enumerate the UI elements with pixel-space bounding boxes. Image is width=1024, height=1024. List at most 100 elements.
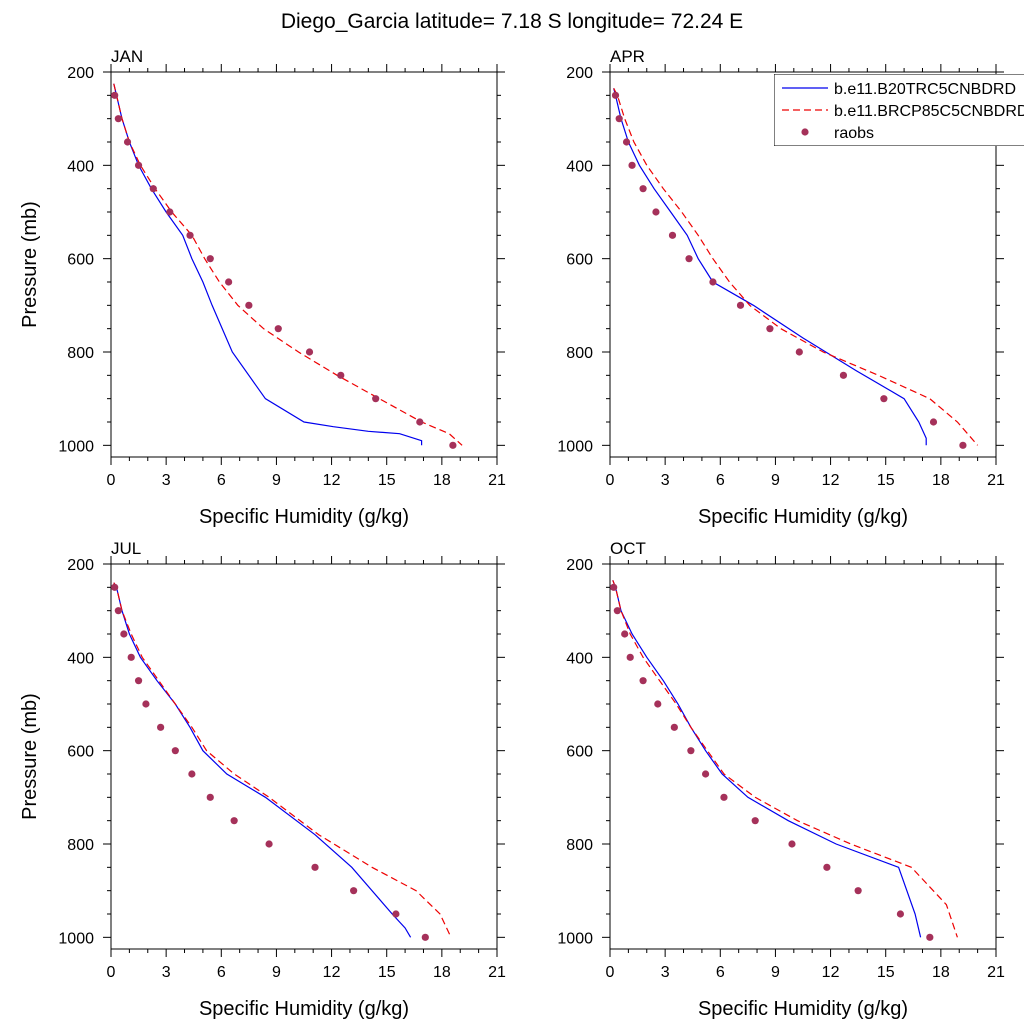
data-layer	[111, 582, 452, 941]
y-tick-label: 200	[566, 557, 593, 574]
x-tick-label: 0	[606, 472, 615, 489]
y-tick-label: 1000	[58, 438, 94, 455]
raobs-point	[350, 887, 358, 895]
data-layer	[611, 88, 979, 449]
legend-entry-label: b.e11.BRCP85C5CNBDRD	[834, 103, 1024, 120]
x-axis-title: Specific Humidity (g/kg)	[698, 998, 908, 1020]
data-layer	[111, 83, 463, 449]
y-tick-label: 800	[67, 837, 94, 854]
x-tick-label: 3	[661, 964, 670, 981]
x-tick-label: 9	[272, 472, 281, 489]
raobs-point	[206, 255, 214, 263]
x-tick-label: 6	[716, 964, 725, 981]
y-tick-label: 400	[566, 158, 593, 175]
raobs-point	[157, 723, 165, 731]
x-tick-label: 21	[488, 964, 506, 981]
raobs-point	[880, 395, 888, 403]
raobs-point	[926, 933, 934, 941]
y-tick-label: 800	[566, 837, 593, 854]
raobs-point	[186, 231, 194, 239]
raobs-point	[823, 863, 831, 871]
x-tick-label: 3	[162, 964, 171, 981]
raobs-point	[613, 607, 621, 615]
raobs-point	[766, 325, 774, 333]
y-tick-label: 1000	[58, 930, 94, 947]
x-tick-label: 12	[822, 964, 840, 981]
raobs-point	[751, 817, 759, 825]
legend-marker-raobs	[801, 128, 809, 136]
y-tick-label: 800	[566, 345, 593, 362]
raobs-point	[127, 653, 135, 661]
raobs-point	[305, 348, 314, 356]
raobs-point	[621, 630, 629, 638]
raobs-point	[421, 933, 429, 941]
raobs-point	[337, 371, 345, 379]
raobs-point	[449, 441, 457, 449]
plot-frame	[609, 563, 997, 950]
raobs-point	[628, 161, 636, 169]
panel-label: JAN	[111, 47, 143, 66]
y-tick-label: 600	[566, 744, 593, 761]
hist-line	[113, 582, 412, 938]
rcp85-line	[113, 582, 452, 938]
legend-entry-label: raobs	[834, 125, 874, 142]
x-axis-title: Specific Humidity (g/kg)	[698, 506, 908, 528]
hist-line	[113, 83, 423, 446]
raobs-point	[701, 770, 710, 778]
raobs-point	[372, 395, 380, 403]
x-tick-label: 0	[606, 964, 615, 981]
raobs-point	[720, 793, 728, 801]
raobs-point	[670, 723, 678, 731]
x-tick-label: 9	[272, 964, 281, 981]
raobs-point	[225, 278, 233, 286]
y-tick-label: 1000	[557, 438, 593, 455]
y-tick-label: 400	[566, 650, 593, 667]
x-tick-label: 18	[433, 964, 451, 981]
hist-line	[612, 580, 922, 938]
raobs-point	[626, 653, 634, 661]
x-tick-label: 12	[822, 472, 840, 489]
x-tick-label: 0	[107, 964, 116, 981]
y-tick-label: 200	[67, 65, 94, 82]
panel-label: APR	[610, 47, 645, 66]
x-tick-label: 15	[378, 964, 396, 981]
rcp85-line	[113, 83, 463, 446]
x-tick-label: 12	[323, 964, 341, 981]
plot-frame	[110, 563, 498, 950]
raobs-point	[687, 747, 695, 755]
raobs-point	[622, 138, 631, 146]
y-tick-label: 600	[67, 744, 94, 761]
x-tick-label: 9	[771, 964, 780, 981]
x-tick-label: 15	[877, 964, 895, 981]
raobs-point	[639, 677, 647, 685]
raobs-point	[134, 677, 143, 685]
raobs-point	[685, 255, 693, 263]
raobs-point	[206, 793, 214, 801]
y-tick-label: 800	[67, 345, 94, 362]
legend-box: b.e11.B20TRC5CNBDRD b.e11.BRCP85C5CNBDRD r…	[774, 74, 1024, 146]
y-tick-label: 600	[67, 252, 94, 269]
raobs-point	[611, 91, 620, 99]
raobs-point	[839, 371, 848, 379]
raobs-point	[392, 910, 400, 918]
raobs-point	[639, 185, 647, 193]
raobs-point	[111, 91, 119, 99]
x-tick-label: 15	[877, 472, 895, 489]
raobs-point	[896, 910, 905, 918]
raobs-point	[610, 583, 618, 591]
raobs-point	[114, 607, 122, 615]
raobs-point	[615, 115, 623, 123]
data-layer	[610, 580, 958, 941]
raobs-point	[245, 301, 253, 309]
raobs-point	[736, 301, 745, 309]
x-tick-label: 0	[107, 472, 116, 489]
panel-label: OCT	[610, 539, 646, 558]
y-tick-label: 200	[67, 557, 94, 574]
raobs-point	[171, 747, 179, 755]
panel-jul: JUL 0 3 6 9 12 15 18 21 200 400 600 800 1000 Specific …	[19, 539, 506, 1020]
raobs-point	[230, 817, 238, 825]
raobs-point	[795, 348, 803, 356]
panel-label: JUL	[111, 539, 141, 558]
rcp85-line	[612, 580, 958, 938]
x-tick-label: 6	[217, 964, 226, 981]
